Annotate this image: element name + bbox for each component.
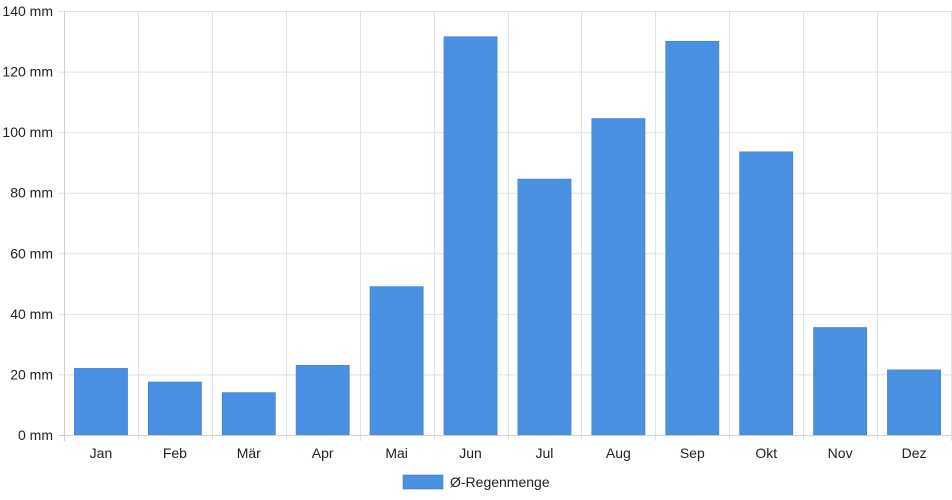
- bar-Mär[interactable]: [221, 392, 276, 436]
- y-tick-label: 80 mm: [10, 185, 53, 201]
- y-tick-label: 60 mm: [10, 245, 53, 261]
- bar-Feb[interactable]: [147, 381, 202, 436]
- y-tick-label: 120 mm: [2, 64, 53, 80]
- x-tick-label: Apr: [312, 445, 334, 461]
- bar-Jun[interactable]: [443, 36, 498, 436]
- x-tick-label: Feb: [163, 445, 187, 461]
- bar-Sep[interactable]: [665, 40, 720, 436]
- x-tick-label: Jun: [459, 445, 482, 461]
- axes: [58, 11, 951, 441]
- y-tick-label: 40 mm: [10, 306, 53, 322]
- y-tick-label: 20 mm: [10, 366, 53, 382]
- bar-Jul[interactable]: [517, 178, 572, 436]
- bar-Okt[interactable]: [739, 151, 794, 436]
- y-axis-tick-labels: 0 mm 20 mm 40 mm 60 mm 80 mm 100 mm 120 mm 140 …: [2, 3, 53, 443]
- bar-Apr[interactable]: [295, 365, 350, 436]
- x-tick-label: Aug: [606, 445, 631, 461]
- bar-Dez[interactable]: [887, 369, 941, 436]
- bar-Mai[interactable]: [369, 286, 424, 436]
- bar-Aug[interactable]: [591, 118, 646, 436]
- x-tick-label: Sep: [680, 445, 705, 461]
- x-tick-label: Jul: [536, 445, 554, 461]
- grid-lines: [58, 11, 952, 441]
- x-tick-label: Mai: [385, 445, 408, 461]
- bar-Nov[interactable]: [813, 327, 868, 436]
- x-axis-tick-labels: Jan Feb Mär Apr Mai Jun Jul Aug Sep Okt Nov Dez: [90, 445, 927, 461]
- x-tick-label: Mär: [237, 445, 261, 461]
- y-tick-label: 0 mm: [18, 427, 53, 443]
- bar-Jan[interactable]: [74, 368, 128, 436]
- legend-swatch[interactable]: [402, 474, 444, 490]
- legend[interactable]: Ø-Regenmenge: [402, 474, 550, 490]
- y-tick-label: 100 mm: [2, 124, 53, 140]
- legend-label[interactable]: Ø-Regenmenge: [450, 474, 550, 490]
- y-tick-label: 140 mm: [2, 3, 53, 19]
- x-tick-label: Nov: [828, 445, 853, 461]
- bars: [74, 36, 941, 436]
- x-tick-label: Jan: [90, 445, 113, 461]
- x-tick-label: Dez: [902, 445, 927, 461]
- x-tick-label: Okt: [755, 445, 777, 461]
